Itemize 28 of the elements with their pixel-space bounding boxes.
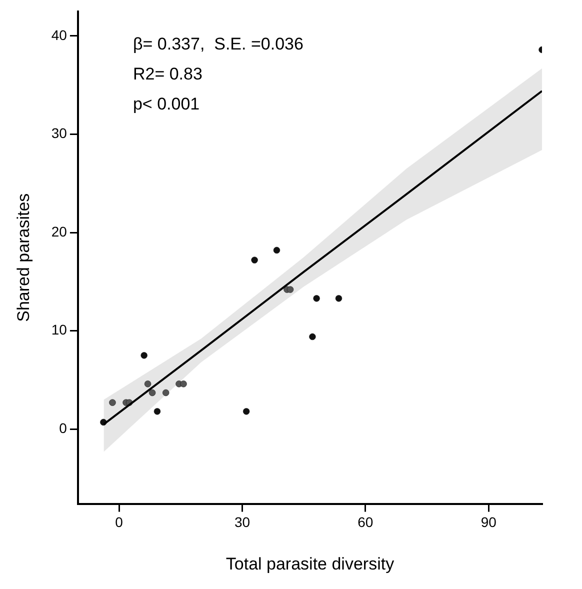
- point: [242, 408, 250, 415]
- annotation: R2= 0.83: [132, 64, 202, 84]
- point: [148, 389, 156, 396]
- x-tick-label: 0: [115, 514, 124, 530]
- point: [180, 380, 187, 388]
- point: [309, 333, 316, 340]
- annotation: β= 0.337, S.E. =0.036: [132, 34, 304, 54]
- point: [144, 380, 152, 388]
- y-tick-label: 40: [51, 26, 68, 43]
- x-axis-title: Total parasite diversity: [226, 554, 395, 574]
- point: [154, 408, 161, 415]
- point: [140, 352, 148, 359]
- point: [162, 389, 170, 396]
- point: [251, 256, 258, 264]
- x-tick-label: 90: [480, 514, 497, 530]
- point: [273, 246, 280, 254]
- y-tick-label: 20: [51, 223, 68, 240]
- x-tick-label: 60: [358, 514, 374, 530]
- y-tick-label: 30: [51, 125, 68, 142]
- point: [313, 295, 320, 302]
- point: [335, 295, 342, 302]
- x-tick-label: 30: [234, 514, 250, 530]
- y-axis-title: Shared parasites: [14, 193, 33, 322]
- y-tick-label: 10: [51, 322, 68, 338]
- y-tick-label: 0: [59, 420, 68, 436]
- point: [286, 286, 294, 293]
- annotation: p< 0.001: [132, 94, 200, 114]
- point: [109, 399, 116, 406]
